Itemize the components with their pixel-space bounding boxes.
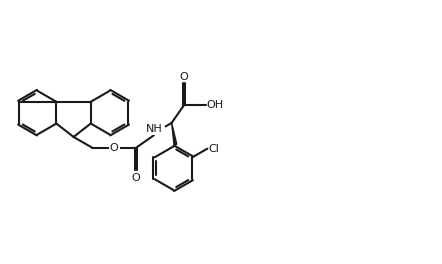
Text: O: O — [180, 72, 188, 82]
Text: O: O — [110, 143, 118, 153]
Text: NH: NH — [145, 124, 162, 134]
Text: O: O — [132, 173, 140, 183]
Text: Cl: Cl — [208, 144, 219, 154]
Polygon shape — [171, 123, 177, 144]
Text: OH: OH — [207, 100, 224, 110]
